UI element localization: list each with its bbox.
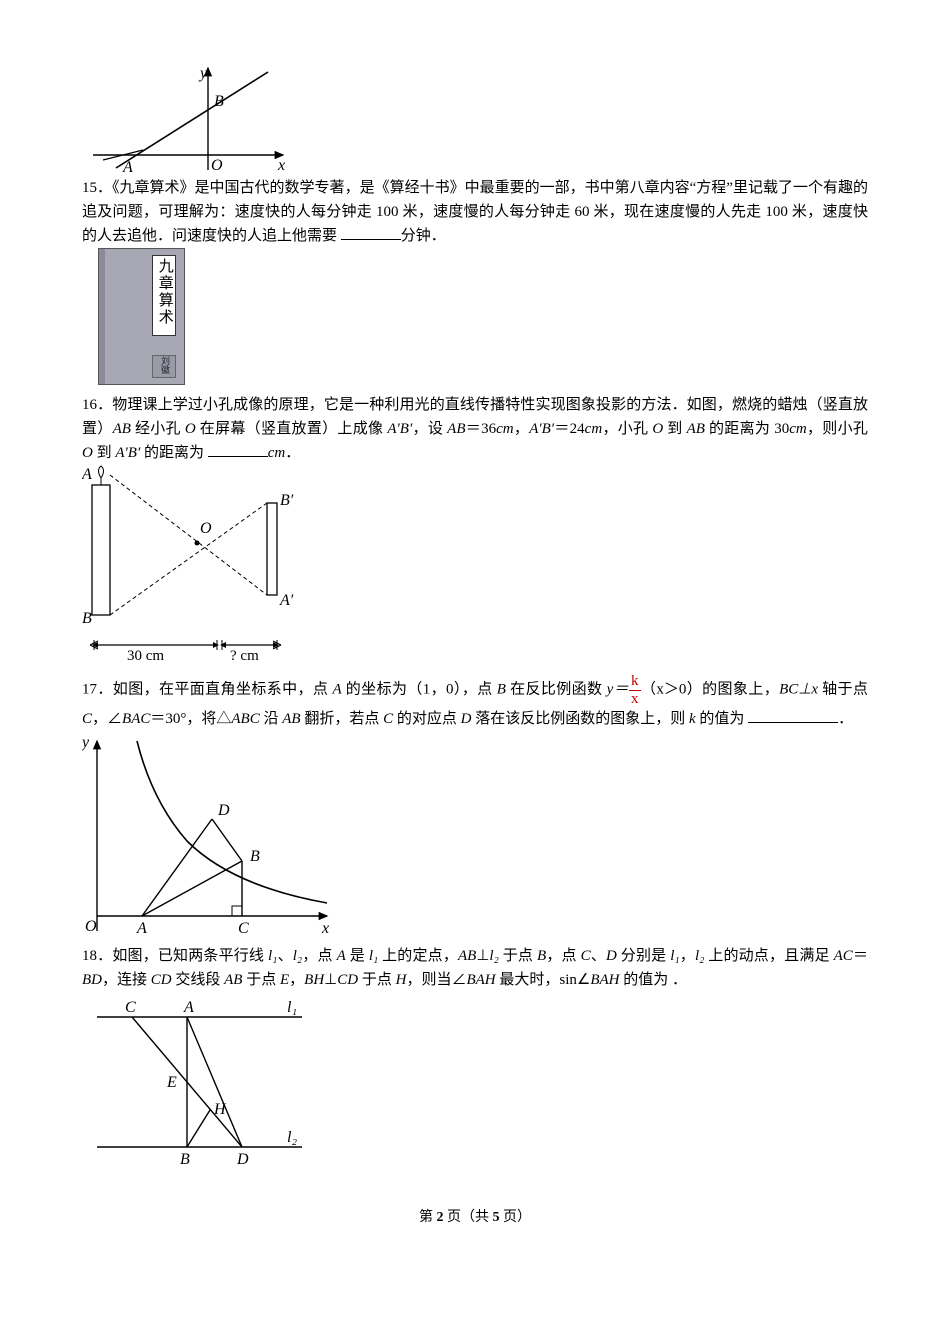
svg-text:30 cm: 30 cm xyxy=(127,648,164,664)
svg-text:C: C xyxy=(238,920,249,936)
q17-blank xyxy=(748,707,838,723)
svg-text:D: D xyxy=(217,802,230,819)
svg-text:B: B xyxy=(82,610,92,627)
q17-text: 17．如图，在平面直角坐标系中，点 A 的坐标为（1，0），点 B 在反比例函数… xyxy=(82,673,868,731)
svg-text:H: H xyxy=(213,1101,227,1118)
problem-17: 17．如图，在平面直角坐标系中，点 A 的坐标为（1，0），点 B 在反比例函数… xyxy=(82,673,868,936)
book-illustration: 九章算术 刘徽 xyxy=(98,248,185,385)
q16-num: 16． xyxy=(82,397,112,413)
label-B: B xyxy=(214,93,224,110)
svg-text:A: A xyxy=(82,466,92,483)
svg-text:A: A xyxy=(136,920,147,936)
svg-text:y: y xyxy=(82,734,90,751)
problem-15: 15．《九章算术》是中国古代的数学专著，是《算经十书》中最重要的一部，书中第八章… xyxy=(82,176,868,385)
q16-text: 16．物理课上学过小孔成像的原理，它是一种利用光的直线传播特性实现图象投影的方法… xyxy=(82,393,868,465)
svg-text:B: B xyxy=(180,1151,190,1167)
svg-text:C: C xyxy=(125,999,136,1016)
q15-text: 15．《九章算术》是中国古代的数学专著，是《算经十书》中最重要的一部，书中第八章… xyxy=(82,176,868,248)
svg-text:B′: B′ xyxy=(280,492,294,509)
page-footer: 第 2 页（共 5 页） xyxy=(82,1207,868,1229)
svg-text:? cm: ? cm xyxy=(230,648,259,664)
q18-diagram: C A l₁ E H B D l₂ xyxy=(92,992,312,1167)
q14-figure: y x O A B xyxy=(88,60,868,176)
svg-text:E: E xyxy=(166,1074,177,1091)
svg-text:A′: A′ xyxy=(279,592,294,609)
svg-text:B: B xyxy=(250,848,260,865)
label-O: O xyxy=(211,157,223,174)
q18-num: 18． xyxy=(82,948,112,964)
q18-text: 18．如图，已知两条平行线 l₁、l₂，点 A 是 l₁ 上的定点，AB⊥l₂ … xyxy=(82,944,868,992)
svg-text:A: A xyxy=(183,999,194,1016)
pinhole-diagram: A B O B′ A′ 30 cm ? cm xyxy=(82,465,332,665)
q17-diagram: O A C B D x y xyxy=(82,731,342,936)
label-x: x xyxy=(277,157,285,174)
label-y: y xyxy=(198,65,208,82)
q17-num: 17． xyxy=(82,681,113,697)
svg-text:O: O xyxy=(85,918,97,935)
label-A: A xyxy=(122,159,133,176)
book-author: 刘徽 xyxy=(152,355,176,378)
book-title: 九章算术 xyxy=(152,255,176,336)
problem-16: 16．物理课上学过小孔成像的原理，它是一种利用光的直线传播特性实现图象投影的方法… xyxy=(82,393,868,665)
q15-blank xyxy=(341,224,401,240)
svg-text:x: x xyxy=(321,920,329,936)
svg-text:O: O xyxy=(200,520,212,537)
svg-text:l₂: l₂ xyxy=(287,1129,297,1146)
q15-num: 15． xyxy=(82,180,112,196)
svg-text:l₁: l₁ xyxy=(287,999,297,1016)
problem-18: 18．如图，已知两条平行线 l₁、l₂，点 A 是 l₁ 上的定点，AB⊥l₂ … xyxy=(82,944,868,1167)
q16-blank xyxy=(208,441,268,457)
svg-text:D: D xyxy=(236,1151,249,1167)
coord-graph-svg: y x O A B xyxy=(88,60,293,176)
